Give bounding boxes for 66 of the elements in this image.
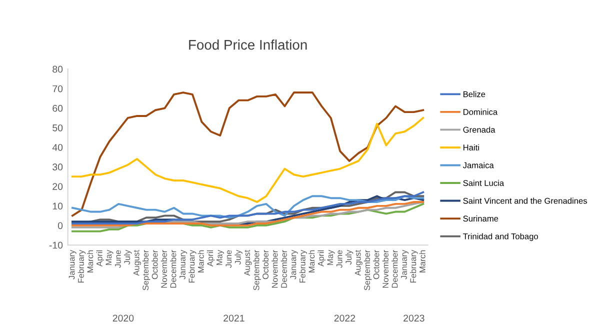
line-series bbox=[71, 195, 424, 219]
x-tick-label: August bbox=[244, 250, 252, 276]
chart-title: Food Price Inflation bbox=[189, 40, 307, 50]
y-tick-label: 40 bbox=[52, 144, 63, 151]
x-tick-label: April bbox=[318, 250, 326, 267]
x-tick-label: July bbox=[124, 250, 132, 265]
y-tick-label: -10 bbox=[49, 242, 63, 249]
x-tick-label: May bbox=[327, 250, 335, 265]
x-tick-label: August bbox=[354, 250, 362, 276]
x-tick-label: June bbox=[115, 250, 121, 268]
x-tick-label: December bbox=[392, 250, 398, 288]
x-tick-label: September bbox=[142, 250, 150, 290]
x-tick-label: November bbox=[160, 250, 167, 288]
x-tick-label: December bbox=[280, 250, 287, 288]
x-tick-label: July bbox=[345, 250, 354, 265]
x-tick-label: January bbox=[401, 250, 409, 280]
text: 2021 bbox=[224, 314, 244, 322]
legend-label: Dominica bbox=[464, 108, 498, 115]
legend-label: Belize bbox=[464, 91, 486, 98]
x-tick-label: March bbox=[308, 250, 315, 272]
x-tick-label: February bbox=[299, 250, 308, 283]
legend-label: Saint Lucia bbox=[463, 180, 504, 186]
y-tick-label: 50 bbox=[52, 124, 63, 132]
x-tick-label: January bbox=[180, 250, 188, 280]
x-tick-label: June bbox=[336, 250, 342, 268]
x-tick-label: November bbox=[382, 250, 388, 288]
text: 2022 bbox=[334, 314, 356, 322]
x-tick-label: March bbox=[198, 250, 204, 272]
y-tick-label: 10 bbox=[52, 202, 63, 210]
x-tick-label: September bbox=[253, 250, 261, 290]
y-tick-label: 80 bbox=[52, 66, 63, 73]
x-tick-label: March bbox=[87, 250, 94, 272]
line-series bbox=[71, 116, 424, 203]
line-series bbox=[71, 92, 424, 217]
x-tick-label: January bbox=[290, 250, 298, 280]
x-tick-label: September bbox=[364, 250, 372, 290]
x-tick-label: April bbox=[96, 250, 104, 267]
x-tick-label: March bbox=[419, 250, 426, 272]
x-tick-label: February bbox=[410, 250, 418, 283]
x-tick-label: May bbox=[216, 250, 224, 265]
text: 2023 bbox=[404, 314, 424, 322]
legend-label: Jamaica bbox=[462, 162, 494, 168]
x-tick-label: May bbox=[106, 250, 114, 265]
x-tick-label: August bbox=[133, 250, 141, 276]
y-tick-label: 20 bbox=[52, 183, 63, 190]
x-tick-label: February bbox=[78, 250, 86, 283]
legend-label: Haiti bbox=[464, 144, 479, 150]
x-tick-label: October bbox=[152, 250, 158, 280]
x-tick-label: November bbox=[272, 250, 278, 288]
legend-label: Suriname bbox=[463, 215, 498, 222]
x-tick-label: October bbox=[262, 250, 268, 280]
y-tick-label: 70 bbox=[52, 85, 63, 92]
y-tick-label: 60 bbox=[52, 104, 63, 112]
text: 2020 bbox=[112, 314, 134, 322]
legend-label: Grenada bbox=[463, 126, 496, 133]
legend-label: Saint Vincent and the Grenadines bbox=[463, 198, 587, 204]
legend-label: Trinidad and Tobago bbox=[463, 233, 538, 241]
x-tick-label: December bbox=[170, 250, 176, 288]
x-tick-label: January bbox=[68, 250, 76, 280]
x-tick-label: April bbox=[207, 250, 215, 267]
y-tick-label: 30 bbox=[52, 164, 63, 170]
y-tick-label: 0 bbox=[58, 222, 63, 230]
x-tick-label: February bbox=[188, 250, 196, 283]
x-tick-label: June bbox=[226, 250, 232, 268]
x-tick-label: July bbox=[234, 250, 242, 265]
x-tick-label: October bbox=[373, 250, 380, 280]
